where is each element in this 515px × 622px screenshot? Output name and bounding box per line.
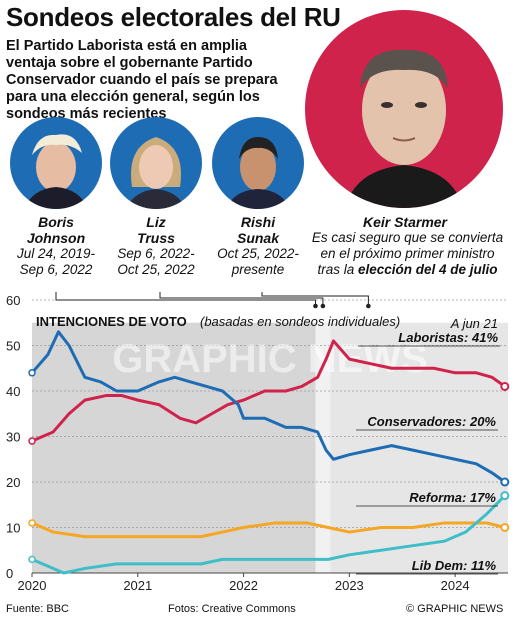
series-line-lib-dem xyxy=(31,494,506,575)
starmer-desc-3-pre: tras la xyxy=(317,262,358,277)
leader-name-sunak-1: Rishi xyxy=(240,214,276,230)
series-startpoint-3 xyxy=(28,555,36,564)
series-line-laboristas xyxy=(31,339,506,443)
starmer-desc-3: tras la elección del 4 de julio xyxy=(305,262,510,278)
chart-date-note: A jun 21 xyxy=(450,316,498,331)
series-endpoint-0 xyxy=(500,381,510,391)
boris-johnson-portrait xyxy=(10,117,102,209)
series-label-0: Laboristas: 41% xyxy=(398,330,498,345)
starmer-desc-3-bold: elección del 4 de julio xyxy=(357,262,498,277)
leader-dates-truss-1: Sep 6, 2022- xyxy=(117,246,195,261)
starmer-desc-2: en el próximo primer ministro xyxy=(320,246,495,261)
x-tick-label-2020: 2020 xyxy=(18,578,47,593)
leader-dates-sunak-2: presente xyxy=(231,262,285,277)
series-endpoint-1 xyxy=(500,477,510,487)
series-startpoint-1 xyxy=(28,369,36,377)
series-endpoint-2 xyxy=(500,523,510,532)
leader-dates-sunak-1: Oct 25, 2022- xyxy=(217,246,299,261)
y-tick-label-0: 0 xyxy=(6,566,13,581)
x-tick-label-2024: 2024 xyxy=(441,578,470,593)
y-tick-label-60: 60 xyxy=(6,293,20,308)
source-note: Fuente: BBC xyxy=(6,603,69,615)
series-label-1: Conservadores: 20% xyxy=(367,414,496,429)
series-line-conservadores xyxy=(30,330,506,484)
series-startpoint-0 xyxy=(28,437,36,445)
y-tick-label-30: 30 xyxy=(6,430,20,445)
sunak-connector xyxy=(261,292,369,306)
connector-dot-1 xyxy=(320,303,326,309)
y-tick-label-20: 20 xyxy=(6,475,20,490)
leader-name-sunak-2: Sunak xyxy=(236,230,279,246)
y-tick-label-10: 10 xyxy=(6,521,20,536)
series-label-3: Lib Dem: 11% xyxy=(412,558,497,573)
y-tick-label-50: 50 xyxy=(6,339,20,354)
connector-dot-0 xyxy=(313,303,318,309)
leader-dates-johnson-1: Jul 24, 2019- xyxy=(16,246,96,261)
chart-title-note: (basadas en sondeos individuales) xyxy=(200,314,400,329)
leader-dates-truss-2: Oct 25, 2022 xyxy=(117,262,195,277)
leader-name-truss-1: Liz xyxy=(146,214,166,230)
starmer-desc-1: Es casi seguro que se convierta xyxy=(311,230,504,245)
truss-period-band xyxy=(315,322,331,573)
rishi-sunak-portrait xyxy=(212,117,304,209)
leader-name-truss-2: Truss xyxy=(137,230,175,246)
y-tick-label-40: 40 xyxy=(6,384,20,399)
leader-name-johnson-1: Boris xyxy=(38,214,74,230)
leader-name-starmer: Keir Starmer xyxy=(362,214,448,230)
page-title: Sondeos electorales del RU xyxy=(6,2,341,32)
series-startpoint-2 xyxy=(28,519,36,527)
x-tick-label-2023: 2023 xyxy=(335,578,364,593)
x-tick-label-2022: 2022 xyxy=(229,578,258,593)
series-line-reforma xyxy=(31,521,506,539)
copyright: © GRAPHIC NEWS xyxy=(406,603,504,615)
leader-dates-johnson-2: Sep 6, 2022 xyxy=(19,262,93,277)
chart: 0 10 20 30 40 50 60 2020 2021 2022 2023 2024 INTENCI… xyxy=(6,292,510,593)
watermark: GRAPHIC NEWS xyxy=(112,337,428,381)
photo-credit: Fotos: Creative Commons xyxy=(168,603,296,615)
leader-name-johnson-2: Johnson xyxy=(26,230,86,246)
connector-dot-2 xyxy=(366,303,371,309)
series-label-2: Reforma: 17% xyxy=(409,490,496,505)
liz-truss-portrait xyxy=(110,117,202,209)
x-tick-label-2021: 2021 xyxy=(123,578,152,593)
chart-title: INTENCIONES DE VOTO xyxy=(36,314,187,329)
johnson-connector xyxy=(55,292,316,306)
truss-connector xyxy=(159,292,324,306)
series-endpoint-3 xyxy=(500,491,510,501)
page-subtitle: El Partido Laborista está en amplia vent… xyxy=(6,38,278,122)
keir-starmer-portrait xyxy=(305,10,503,208)
